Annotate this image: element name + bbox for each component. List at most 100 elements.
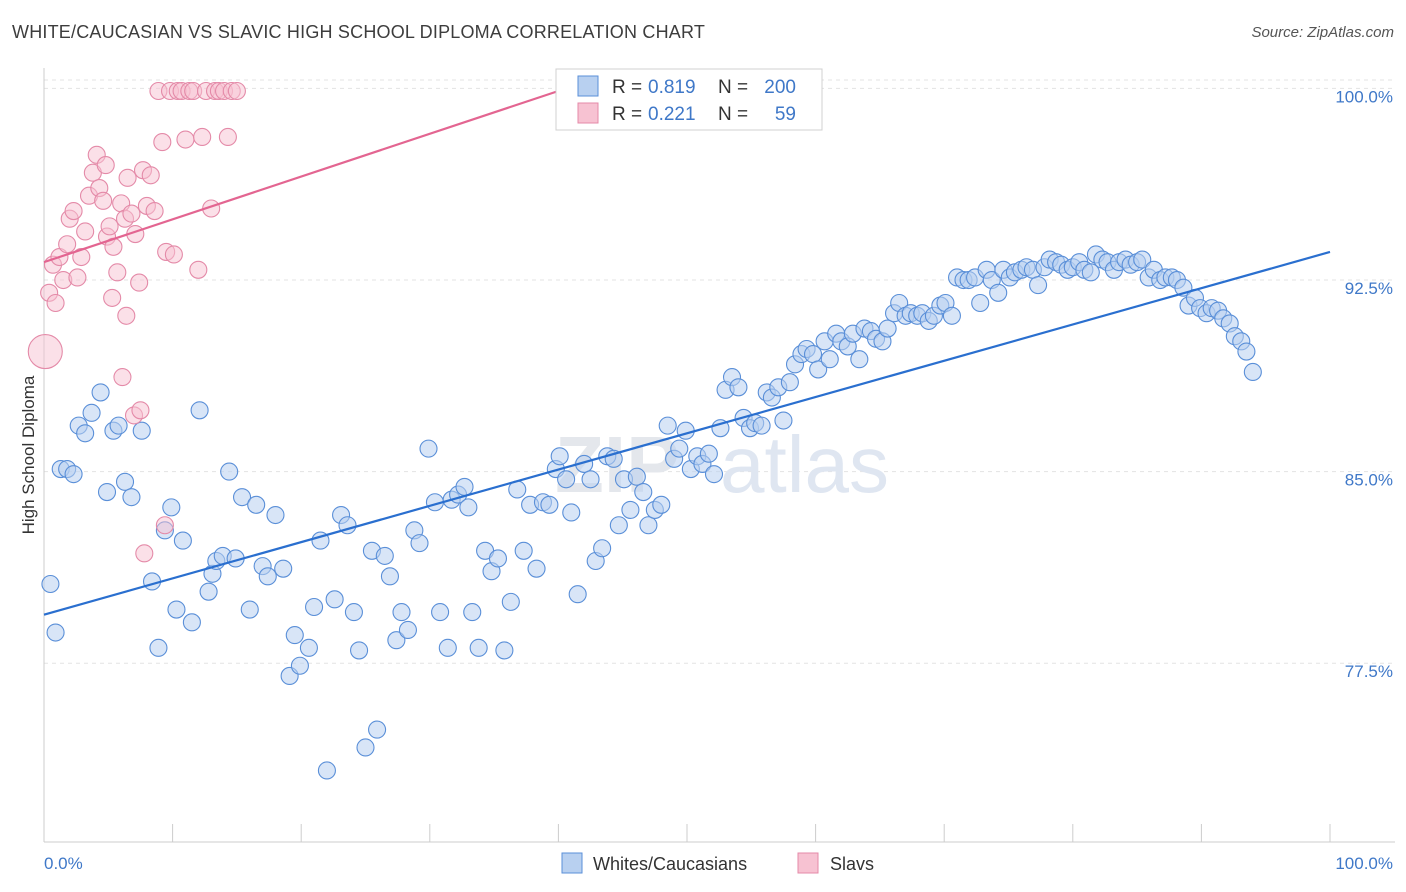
legend-n-value-whites: 200 [764,77,796,98]
trend-line-slavs [43,89,559,264]
grid-lines [44,79,1395,664]
point-whites [463,603,482,622]
source-label: Source: ZipAtlas.com [1251,24,1394,41]
point-whites [699,444,718,463]
point-whites [299,638,318,657]
point-whites [670,439,689,458]
point-slavs [76,222,95,241]
point-whites [438,638,457,657]
point-whites [488,549,508,568]
point-slavs [189,260,208,279]
point-slavs [155,516,174,535]
bottom-swatch-whites [561,852,583,874]
point-slavs [100,217,119,236]
legend-r-label-whites: R = [612,77,642,98]
point-whites [290,656,309,675]
legend-n-value-slavs: 59 [775,104,796,125]
point-whites [527,559,546,578]
point-slavs [103,288,122,307]
point-whites [495,641,514,660]
point-whites [609,516,628,535]
bottom-legend-whites: Whites/Caucasians [593,854,747,874]
point-whites [1081,263,1100,282]
point-slavs [58,235,77,254]
x-tick-label-max: 100.0% [1335,854,1393,873]
point-slavs [118,168,137,187]
legend-r-value-slavs: 0.221 [648,104,696,125]
stats-legend: R = 0.819 N = 200 R = 0.221 N = 59 [555,68,823,131]
point-whites [752,416,771,435]
point-whites [658,416,677,435]
point-whites [387,631,406,650]
point-whites [459,498,478,517]
point-whites [380,567,399,586]
point-whites [410,534,429,553]
point-whites [398,620,417,640]
point-whites [1243,362,1262,382]
point-whites [375,546,394,565]
legend-swatch-whites [577,75,599,97]
point-whites [704,465,724,484]
point-slavs [131,401,150,420]
point-whites [774,411,793,430]
point-whites [64,465,83,484]
bottom-swatch-slavs [797,852,819,874]
point-slavs [130,273,149,292]
point-whites [568,585,587,604]
point-slavs [46,293,65,313]
point-whites [368,720,387,739]
point-slavs [108,263,127,282]
point-whites [652,495,671,514]
point-whites [419,439,438,458]
point-whites [514,541,533,560]
point-whites [266,505,285,525]
point-whites [820,350,839,369]
point-whites [232,488,252,507]
point-slavs [145,201,164,221]
point-whites [878,319,897,338]
legend-n-label-slavs: N = [718,104,748,125]
point-slavs [218,127,237,147]
y-tick-label: 77.5% [1345,662,1393,681]
point-slavs [113,368,132,387]
legend-swatch-slavs [577,102,599,124]
point-whites [274,559,293,578]
point-whites [581,470,600,489]
point-whites [780,373,799,392]
point-whites [258,567,277,586]
point-whites [190,401,209,420]
point-whites [41,574,60,594]
point-whites [305,597,324,617]
point-slavs [193,127,212,147]
point-whites [162,498,181,517]
point-whites [199,582,218,601]
point-whites [557,470,576,489]
point-whites [850,350,869,369]
point-slavs [117,306,136,325]
point-whites [639,516,658,535]
point-whites [149,638,168,657]
point-slavs [27,333,63,370]
point-slavs [176,130,195,149]
point-whites [621,500,640,519]
point-whites [627,467,646,486]
point-slavs [94,191,113,210]
point-slavs [122,204,141,223]
y-tick-label: 100.0% [1335,87,1393,106]
bottom-legend-slavs: Slavs [830,854,874,874]
legend-r-value-whites: 0.819 [648,77,696,98]
trend-lines [43,89,1331,616]
series-whites-points [41,245,1262,780]
y-tick-label: 92.5% [1345,279,1393,298]
point-slavs [68,268,87,287]
y-tick-label: 85.0% [1345,471,1393,490]
point-slavs [64,201,83,221]
point-whites [285,626,304,645]
point-whites [240,600,259,619]
point-whites [325,590,344,609]
legend-r-label-slavs: R = [612,104,642,125]
x-tick-labels: 0.0% 100.0% [44,854,1393,873]
point-whites [122,488,141,507]
point-whites [562,503,581,522]
point-whites [1029,276,1048,295]
